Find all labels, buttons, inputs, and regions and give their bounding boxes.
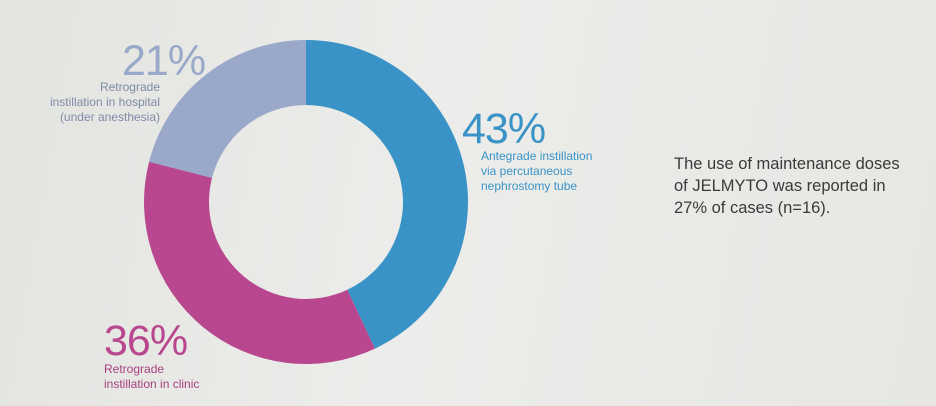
donut-slice: [149, 40, 306, 178]
percent-label: 36%: [104, 317, 188, 365]
percent-label: 43%: [462, 105, 546, 153]
category-label: Retrograde instillation in hospital (und…: [49, 80, 160, 124]
percent-label: 21%: [122, 37, 206, 85]
category-label: Retrograde instillation in clinic: [104, 362, 200, 391]
category-label: Antegrade instillation via percutaneous …: [481, 149, 593, 193]
donut-slice: [143, 161, 375, 364]
annotation: The use of maintenance doses of JELMYTO …: [674, 155, 900, 217]
donut-slice: [306, 40, 468, 349]
